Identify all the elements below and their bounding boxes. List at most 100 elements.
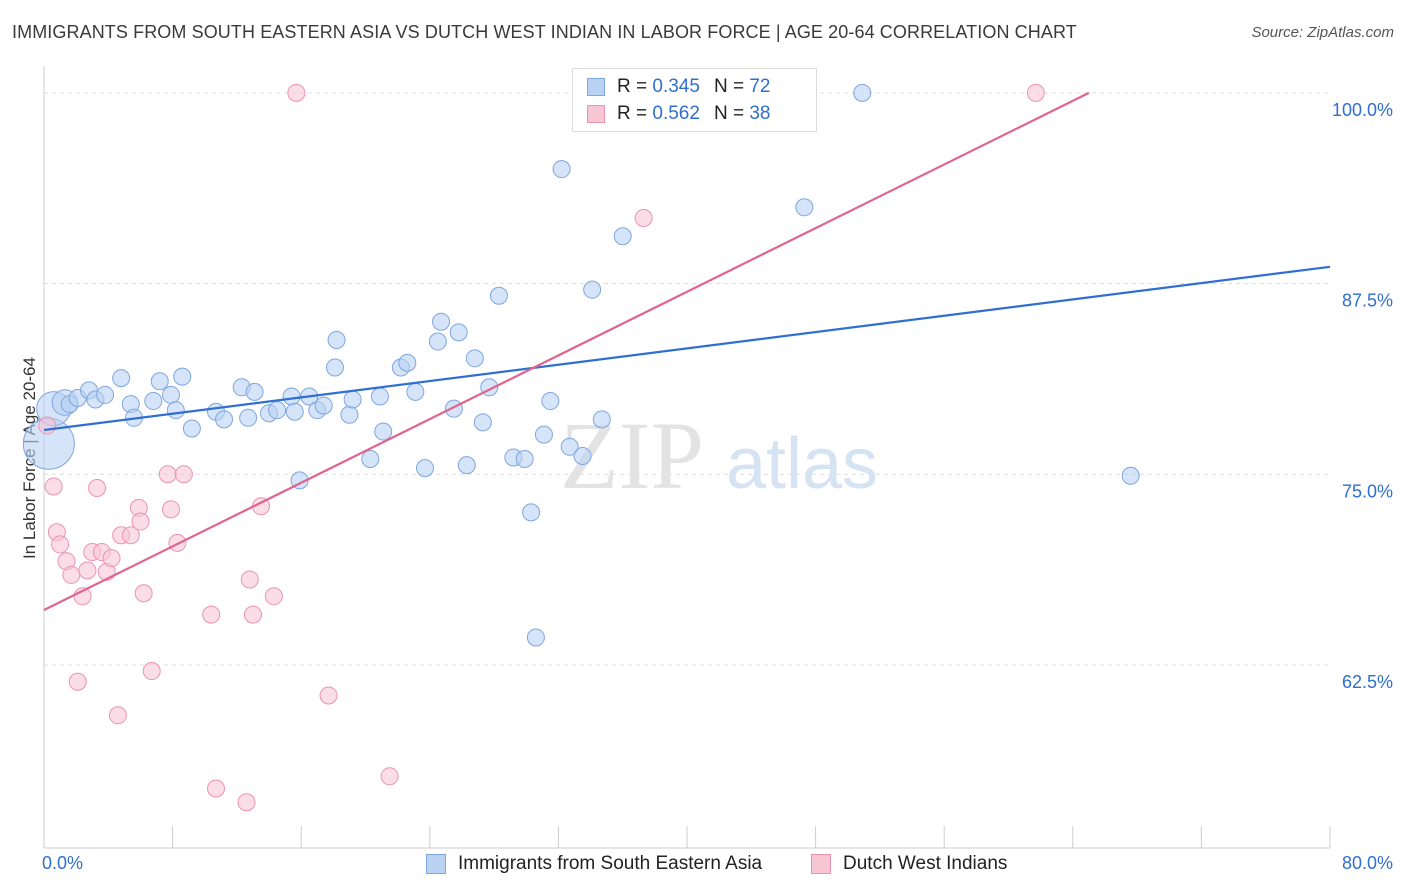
data-point-pink (121, 526, 140, 545)
trend-lines (43, 91, 1331, 612)
data-point-pink (287, 83, 306, 102)
chart-title: IMMIGRANTS FROM SOUTH EASTERN ASIA VS DU… (12, 22, 1077, 42)
data-point-blue (583, 280, 602, 299)
data-point-blue (560, 437, 579, 456)
data-point-blue (795, 198, 814, 217)
data-point-pink (237, 793, 256, 812)
r-value: 0.345 (652, 76, 700, 97)
data-point-blue (406, 382, 425, 401)
data-point-blue (325, 358, 344, 377)
data-point-pink (243, 605, 262, 624)
y-tick-label: 75.0% (1342, 481, 1393, 501)
data-point-pink (102, 549, 121, 568)
data-point-blue (1121, 466, 1140, 485)
data-point-pink (78, 561, 97, 580)
data-point-blue (327, 331, 346, 350)
source-credit: Source: ZipAtlas.com (1251, 24, 1394, 41)
data-point-blue (473, 413, 492, 432)
legend-row-pink: R = 0.562 N = 38 (587, 102, 770, 126)
data-point-pink (62, 565, 81, 584)
data-point-blue (239, 408, 258, 427)
correlation-legend: R = 0.345 N = 72 R = 0.562 N = 38 (572, 68, 817, 132)
data-point-blue (428, 332, 447, 351)
r-label: R = (617, 76, 648, 97)
data-point-pink (202, 605, 221, 624)
data-point-blue (173, 367, 192, 386)
n-value: 72 (749, 76, 771, 97)
legend-item-south-eastern-asia: Immigrants from South Eastern Asia (426, 852, 762, 876)
n-label: N = (713, 76, 745, 97)
legend-swatch-blue (426, 854, 446, 874)
legend-swatch-pink (587, 105, 605, 123)
data-point-blue (370, 387, 389, 406)
data-point-blue (245, 382, 264, 401)
n-value: 38 (749, 103, 771, 124)
data-point-pink (158, 465, 177, 484)
data-point-blue (613, 227, 632, 246)
x-tick-label: 0.0% (42, 853, 83, 873)
data-point-pink (131, 512, 150, 531)
data-point-blue (144, 392, 163, 411)
data-point-pink (161, 500, 180, 519)
data-point-blue (215, 410, 234, 429)
data-point-blue (457, 456, 476, 475)
data-point-blue (161, 385, 180, 404)
data-point-blue (374, 422, 393, 441)
data-point-pink (51, 535, 70, 554)
data-point-pink (634, 208, 653, 227)
data-point-blue (853, 83, 872, 102)
data-point-pink (380, 767, 399, 786)
data-point-blue (432, 312, 451, 331)
data-point-pink (264, 587, 283, 606)
legend-row-blue: R = 0.345 N = 72 (587, 75, 770, 99)
r-label: R = (617, 103, 648, 124)
data-point-blue (343, 390, 362, 409)
data-point-blue (573, 446, 592, 465)
watermark-atlas: atlas (726, 424, 878, 504)
data-point-pink (68, 672, 87, 691)
data-point-blue (285, 402, 304, 421)
data-point-blue (96, 385, 115, 404)
data-point-pink (134, 584, 153, 603)
n-label: N = (713, 103, 745, 124)
trend-line-blue (43, 265, 1331, 432)
grid (44, 92, 1330, 666)
trend-line-pink (43, 91, 1090, 612)
data-point-blue (444, 399, 463, 418)
legend-swatch-pink (811, 854, 831, 874)
y-tick-label: 100.0% (1332, 100, 1393, 120)
data-point-blue (182, 419, 201, 438)
data-point-blue (515, 450, 534, 468)
data-point-blue (489, 286, 508, 305)
legend-item-dutch-west-indians: Dutch West Indians (811, 852, 1007, 876)
data-point-blue (398, 353, 417, 372)
series-dutch-west-indians (38, 83, 1045, 812)
data-point-pink (44, 477, 63, 496)
data-point-blue (534, 425, 553, 444)
legend-swatch-blue (587, 78, 605, 96)
data-point-pink (142, 662, 161, 681)
data-point-blue (541, 392, 560, 411)
data-point-blue (282, 387, 301, 406)
data-point-blue (592, 410, 611, 429)
data-point-blue (268, 401, 287, 420)
data-point-blue (526, 628, 545, 647)
data-point-blue (415, 459, 434, 478)
tick-labels: 100.0% 87.5% 75.0% 62.5% 0.0% 80.0% (42, 100, 1393, 873)
data-point-blue (361, 450, 380, 468)
data-point-pink (207, 779, 226, 798)
legend-label: Dutch West Indians (843, 853, 1008, 874)
data-point-blue (552, 160, 571, 179)
data-point-blue (340, 405, 359, 424)
data-point-blue (449, 323, 468, 342)
data-point-pink (174, 465, 193, 484)
data-point-pink (38, 416, 57, 435)
data-point-pink (108, 706, 127, 725)
data-point-pink (319, 686, 338, 705)
series-south-eastern-asia (22, 83, 1140, 647)
x-tick-label: 80.0% (1342, 853, 1393, 873)
data-point-blue (314, 396, 333, 415)
data-point-pink (1026, 83, 1045, 102)
data-point-blue (112, 369, 131, 388)
